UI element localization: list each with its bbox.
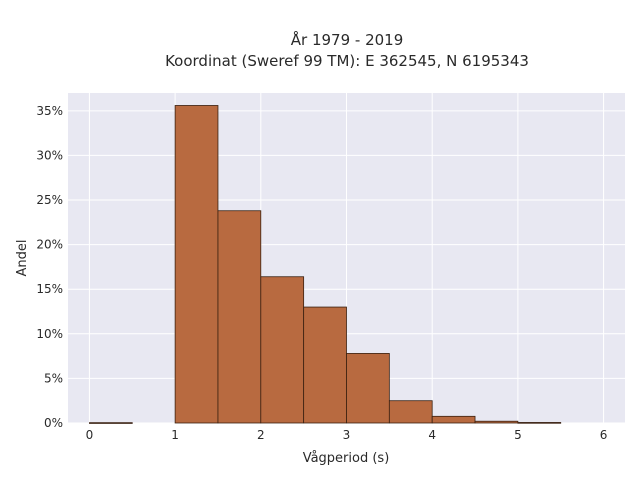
histogram-bar <box>474 420 519 424</box>
y-tick-label: 35% <box>36 104 63 118</box>
histogram-bar <box>89 422 133 424</box>
x-axis-label: Vågperiod (s) <box>303 451 390 466</box>
x-tick-label: 5 <box>514 428 522 442</box>
y-tick-label: 5% <box>44 371 63 385</box>
y-tick-labels: 0% 5% 10% 15% 20% 25% 30% 35% <box>36 104 63 430</box>
histogram-bar <box>260 276 305 424</box>
histogram-bar <box>431 415 476 424</box>
x-tick-label: 1 <box>171 428 179 442</box>
y-tick-label: 15% <box>36 282 63 296</box>
histogram-bar <box>217 210 262 424</box>
x-tick-label: 3 <box>343 428 351 442</box>
y-axis-label: Andel <box>15 240 30 277</box>
x-tick-label: 6 <box>600 428 608 442</box>
histogram-bar <box>388 400 433 424</box>
y-tick-label: 30% <box>36 148 63 162</box>
histogram-bar <box>346 353 390 424</box>
chart-title-line1: År 1979 - 2019 <box>291 30 404 49</box>
x-tick-label: 2 <box>257 428 265 442</box>
x-tick-label: 0 <box>86 428 94 442</box>
y-tick-label: 25% <box>36 193 63 207</box>
x-tick-label: 4 <box>428 428 436 442</box>
y-tick-label: 20% <box>36 238 63 252</box>
chart-title-line2: Koordinat (Sweref 99 TM): E 362545, N 61… <box>165 52 529 70</box>
histogram-bar <box>303 306 347 424</box>
bars-group <box>89 105 562 424</box>
x-tick-labels: 0 1 2 3 4 5 6 <box>86 428 608 442</box>
y-tick-label: 0% <box>44 416 63 430</box>
histogram-bar <box>517 422 562 424</box>
histogram-bar <box>174 105 219 424</box>
y-tick-label: 10% <box>36 327 63 341</box>
